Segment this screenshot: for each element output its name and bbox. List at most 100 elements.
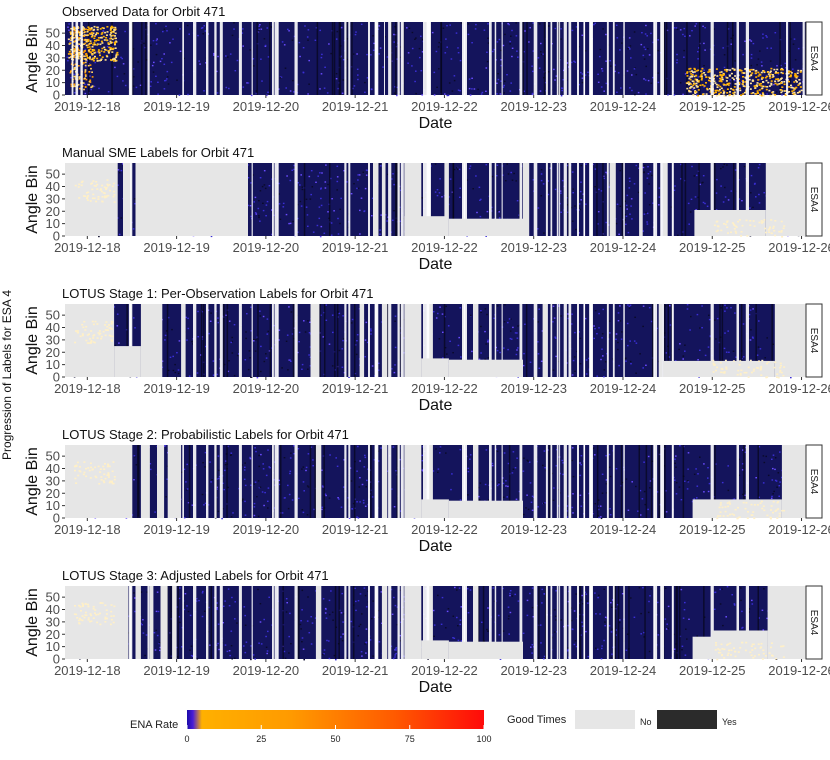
y-axis-title: Angle Bin (24, 306, 41, 375)
excluded-region (382, 163, 386, 236)
excluded-region (172, 586, 177, 659)
panel-title: Observed Data for Orbit 471 (62, 4, 225, 19)
excluded-partial (449, 501, 523, 518)
excluded-region (360, 304, 365, 377)
x-tick-label: 2019-12-20 (233, 663, 300, 678)
x-tick-label: 2019-12-20 (233, 240, 300, 255)
excluded-region (523, 163, 529, 236)
x-tick-label: 2019-12-26 (768, 663, 830, 678)
excluded-region (311, 304, 320, 377)
x-tick-label: 2019-12-24 (590, 522, 657, 537)
panel-title: LOTUS Stage 1: Per-Observation Labels fo… (62, 286, 373, 301)
excluded-region (141, 304, 162, 377)
good-times-label-yes: Yes (722, 717, 737, 727)
x-tick-label: 2019-12-26 (768, 522, 830, 537)
y-tick-label: 50 (46, 26, 60, 41)
excluded-region (404, 445, 421, 518)
x-tick-label: 2019-12-24 (590, 99, 657, 114)
y-axis-title: Angle Bin (24, 24, 41, 93)
x-tick-label: 2019-12-23 (500, 381, 567, 396)
x-tick-label: 2019-12-26 (768, 240, 830, 255)
x-tick-label: 2019-12-23 (500, 240, 567, 255)
x-tick-label: 2019-12-20 (233, 522, 300, 537)
y-tick-label: 50 (46, 449, 60, 464)
y-axis-title: Angle Bin (24, 447, 41, 516)
x-tick-label: 2019-12-19 (143, 99, 210, 114)
x-tick-label: 2019-12-22 (411, 522, 478, 537)
x-tick-label: 2019-12-25 (679, 663, 746, 678)
x-tick-label: 2019-12-24 (590, 663, 657, 678)
excluded-region (181, 304, 186, 377)
excluded-region (444, 163, 449, 236)
excluded-region (382, 304, 387, 377)
x-tick-label: 2019-12-20 (233, 381, 300, 396)
x-tick-label: 2019-12-23 (500, 522, 567, 537)
good-times-swatch-no (575, 710, 635, 729)
excluded-region (65, 445, 132, 518)
figure-y-axis-label: Progression of Labels for ESA 4 (0, 290, 14, 460)
y-axis-title: Angle Bin (24, 588, 41, 657)
x-tick-label: 2019-12-25 (679, 99, 746, 114)
excluded-region (157, 445, 164, 518)
excluded-region (663, 163, 668, 236)
x-tick-label: 2019-12-18 (54, 522, 121, 537)
good-times-legend-title: Good Times (507, 714, 567, 726)
excluded-region (141, 445, 150, 518)
excluded-region (610, 163, 616, 236)
ena-tick-label: 100 (476, 734, 491, 744)
x-axis-title: Date (419, 679, 453, 696)
excluded-region (316, 445, 321, 518)
excluded-region (161, 586, 168, 659)
y-axis-title: Angle Bin (24, 165, 41, 234)
excluded-region (382, 445, 387, 518)
excluded-partial (449, 360, 523, 377)
x-axis-title: Date (419, 115, 453, 132)
excluded-region (123, 163, 130, 236)
good-times-label-no: No (640, 717, 652, 727)
x-tick-label: 2019-12-21 (322, 240, 389, 255)
y-tick-label: 50 (46, 590, 60, 605)
panel-title: LOTUS Stage 2: Probabilistic Labels for … (62, 427, 349, 442)
excluded-region (766, 163, 806, 236)
panel-5: LOTUS Stage 3: Adjusted Labels for Orbit… (24, 568, 830, 696)
x-tick-label: 2019-12-23 (500, 663, 567, 678)
x-tick-label: 2019-12-24 (590, 240, 657, 255)
ena-tick-label: 0 (184, 734, 189, 744)
x-tick-label: 2019-12-25 (679, 240, 746, 255)
y-tick-label: 50 (46, 167, 60, 182)
excluded-region (316, 586, 321, 659)
panel-1: Observed Data for Orbit 47101020304050An… (24, 4, 830, 132)
good-times-swatch-yes (657, 710, 717, 729)
panel-title: Manual SME Labels for Orbit 471 (62, 145, 254, 160)
excluded-partial (421, 499, 449, 518)
x-tick-label: 2019-12-22 (411, 381, 478, 396)
ena-rate-legend-title: ENA Rate (130, 719, 178, 731)
excluded-region (768, 586, 806, 659)
excluded-region (782, 445, 806, 518)
excluded-region (382, 586, 387, 659)
excluded-partial (663, 361, 775, 377)
excluded-partial (421, 358, 449, 377)
x-tick-label: 2019-12-18 (54, 381, 121, 396)
x-tick-label: 2019-12-21 (322, 522, 389, 537)
excluded-partial (449, 219, 523, 236)
ena-tick-label: 25 (256, 734, 266, 744)
x-axis-title: Date (419, 256, 453, 273)
ena-tick-label: 75 (405, 734, 415, 744)
excluded-region (373, 163, 378, 236)
x-axis-title: Date (419, 397, 453, 414)
x-tick-label: 2019-12-26 (768, 381, 830, 396)
panel-4: LOTUS Stage 2: Probabilistic Labels for … (24, 427, 830, 555)
x-tick-label: 2019-12-19 (143, 663, 210, 678)
excluded-partial (449, 642, 523, 659)
x-tick-label: 2019-12-25 (679, 381, 746, 396)
facet-strip-label: ESA4 (808, 328, 819, 354)
x-tick-label: 2019-12-26 (768, 99, 830, 114)
x-tick-label: 2019-12-23 (500, 99, 567, 114)
facet-strip-label: ESA4 (808, 610, 819, 636)
excluded-region (136, 163, 249, 236)
y-tick-label: 50 (46, 308, 60, 323)
excluded-partial (404, 216, 444, 236)
